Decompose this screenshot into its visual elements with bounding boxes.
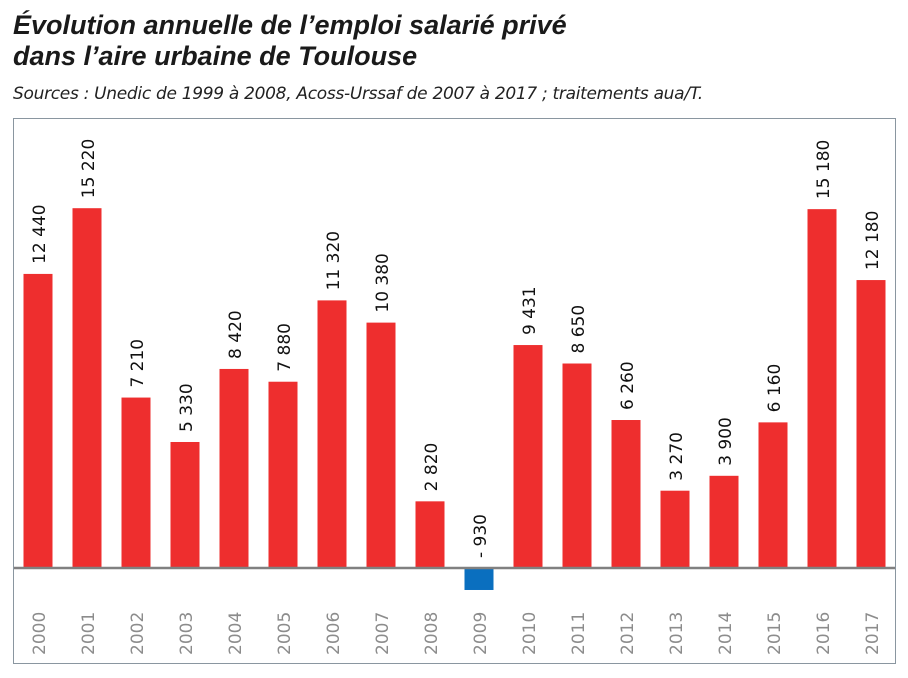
- bar-2017: [856, 280, 886, 568]
- bar-2015: [758, 422, 788, 568]
- x-tick-label-2012: 2012: [618, 612, 638, 655]
- x-tick-label-2009: 2009: [471, 612, 491, 655]
- bar-2007: [366, 322, 396, 568]
- bar-2016: [807, 209, 837, 568]
- bar-2001: [72, 208, 102, 568]
- title-line-1: Évolution annuelle de l’emploi salarié p…: [13, 10, 567, 40]
- data-label-2001: 15 220: [79, 139, 99, 198]
- x-tick-label-2011: 2011: [569, 612, 589, 655]
- x-tick-label-2006: 2006: [324, 612, 344, 655]
- x-tick-label-2002: 2002: [128, 612, 148, 655]
- x-tick-label-2016: 2016: [814, 612, 834, 655]
- data-label-2007: 10 380: [373, 253, 393, 312]
- data-label-2006: 11 320: [324, 231, 344, 290]
- bar-2012: [611, 420, 641, 568]
- bar-2000: [23, 273, 53, 568]
- title-line-2: dans l’aire urbaine de Toulouse: [13, 41, 418, 71]
- bar-2013: [660, 490, 690, 568]
- bar-2014: [709, 475, 739, 568]
- data-label-2008: 2 820: [422, 443, 442, 492]
- bar-2011: [562, 363, 592, 568]
- x-tick-label-2015: 2015: [765, 612, 785, 655]
- x-tick-label-2001: 2001: [79, 612, 99, 655]
- bar-2006: [317, 300, 347, 568]
- bar-2009: [464, 568, 494, 590]
- bar-2003: [170, 441, 200, 568]
- bar-2008: [415, 501, 445, 568]
- x-tick-label-2014: 2014: [716, 612, 736, 655]
- data-label-2005: 7 880: [275, 323, 295, 372]
- data-label-2002: 7 210: [128, 339, 148, 388]
- data-label-2010: 9 431: [520, 286, 540, 335]
- data-label-2016: 15 180: [814, 140, 834, 199]
- x-tick-label-2005: 2005: [275, 612, 295, 655]
- bar-2002: [121, 397, 151, 568]
- data-label-2009: - 930: [471, 514, 491, 558]
- x-tick-label-2004: 2004: [226, 612, 246, 655]
- data-label-2013: 3 270: [667, 432, 687, 481]
- bar-2010: [513, 345, 543, 568]
- x-tick-label-2013: 2013: [667, 612, 687, 655]
- x-tick-label-2003: 2003: [177, 612, 197, 655]
- data-label-2017: 12 180: [863, 211, 883, 270]
- data-label-2011: 8 650: [569, 305, 589, 354]
- data-label-2015: 6 160: [765, 364, 785, 413]
- x-tick-label-2017: 2017: [863, 612, 883, 655]
- bar-2004: [219, 368, 249, 568]
- bar-2005: [268, 381, 298, 568]
- chart-title: Évolution annuelle de l’emploi salarié p…: [13, 10, 567, 72]
- x-tick-label-2008: 2008: [422, 612, 442, 655]
- chart-subtitle: Sources : Unedic de 1999 à 2008, Acoss-U…: [13, 84, 703, 104]
- data-label-2004: 8 420: [226, 310, 246, 359]
- data-label-2014: 3 900: [716, 417, 736, 466]
- data-label-2012: 6 260: [618, 361, 638, 410]
- plot-frame: [13, 118, 896, 664]
- x-tick-label-2000: 2000: [30, 612, 50, 655]
- x-tick-label-2010: 2010: [520, 612, 540, 655]
- x-tick-label-2007: 2007: [373, 612, 393, 655]
- data-label-2000: 12 440: [30, 204, 50, 263]
- data-label-2003: 5 330: [177, 383, 197, 432]
